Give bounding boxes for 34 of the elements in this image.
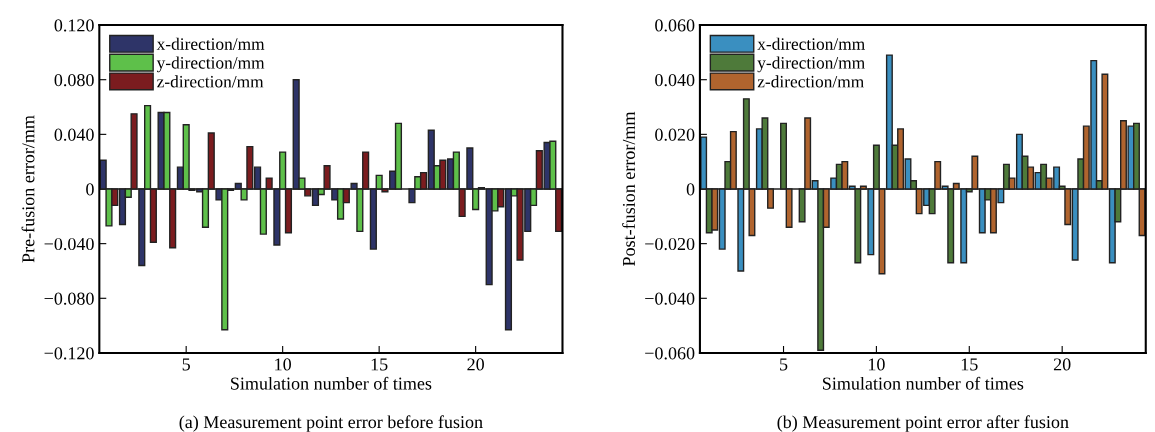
x-tick-label: 10 (275, 358, 291, 371)
y-tick-label: −0.040 (645, 292, 695, 305)
y-tick-label: 0.040 (54, 128, 94, 141)
legend-label: x-direction/mm (156, 37, 265, 50)
x-axis-title: Simulation number of times (231, 376, 432, 390)
x-tick-label: 5 (182, 358, 190, 371)
y-tick-label: 0 (686, 183, 695, 196)
y-tick-label: −0.060 (645, 347, 695, 360)
text: (a) Measurement point error before fusion (179, 415, 483, 432)
y-tick-label: 0.120 (54, 19, 94, 32)
y-tick-label: 0.040 (655, 73, 695, 87)
y-tick-label: −0.040 (44, 237, 94, 251)
y-tick-label: 0 (86, 183, 94, 196)
y-tick-label: −0.120 (44, 347, 94, 360)
y-tick-label: −0.080 (44, 292, 94, 305)
legend-label: z-direction/mm (157, 75, 264, 88)
x-tick-label: 20 (467, 358, 484, 371)
text: (b) Measurement point error after fusion (777, 415, 1069, 432)
y-tick-label: 0.060 (655, 19, 695, 32)
x-axis-title: Simulation number of times (823, 376, 1024, 390)
y-axis-title: Pre-fusion error/mm (21, 115, 35, 263)
legend-label: y-direction/mm (156, 56, 265, 73)
x-tick-label: 15 (961, 358, 978, 371)
legend-label: y-direction/mm (757, 56, 865, 73)
y-tick-label: 0.080 (54, 73, 94, 87)
y-tick-label: 0.020 (655, 128, 695, 141)
x-tick-label: 5 (780, 358, 788, 371)
legend-label: z-direction/mm (757, 75, 864, 88)
x-tick-label: 10 (868, 358, 885, 371)
y-tick-label: −0.020 (645, 237, 695, 251)
x-tick-label: 15 (371, 358, 388, 371)
x-tick-label: 20 (1053, 358, 1071, 371)
legend-label: x-direction/mm (757, 37, 865, 50)
y-axis-title: Post-fusion error/mm (622, 111, 636, 266)
